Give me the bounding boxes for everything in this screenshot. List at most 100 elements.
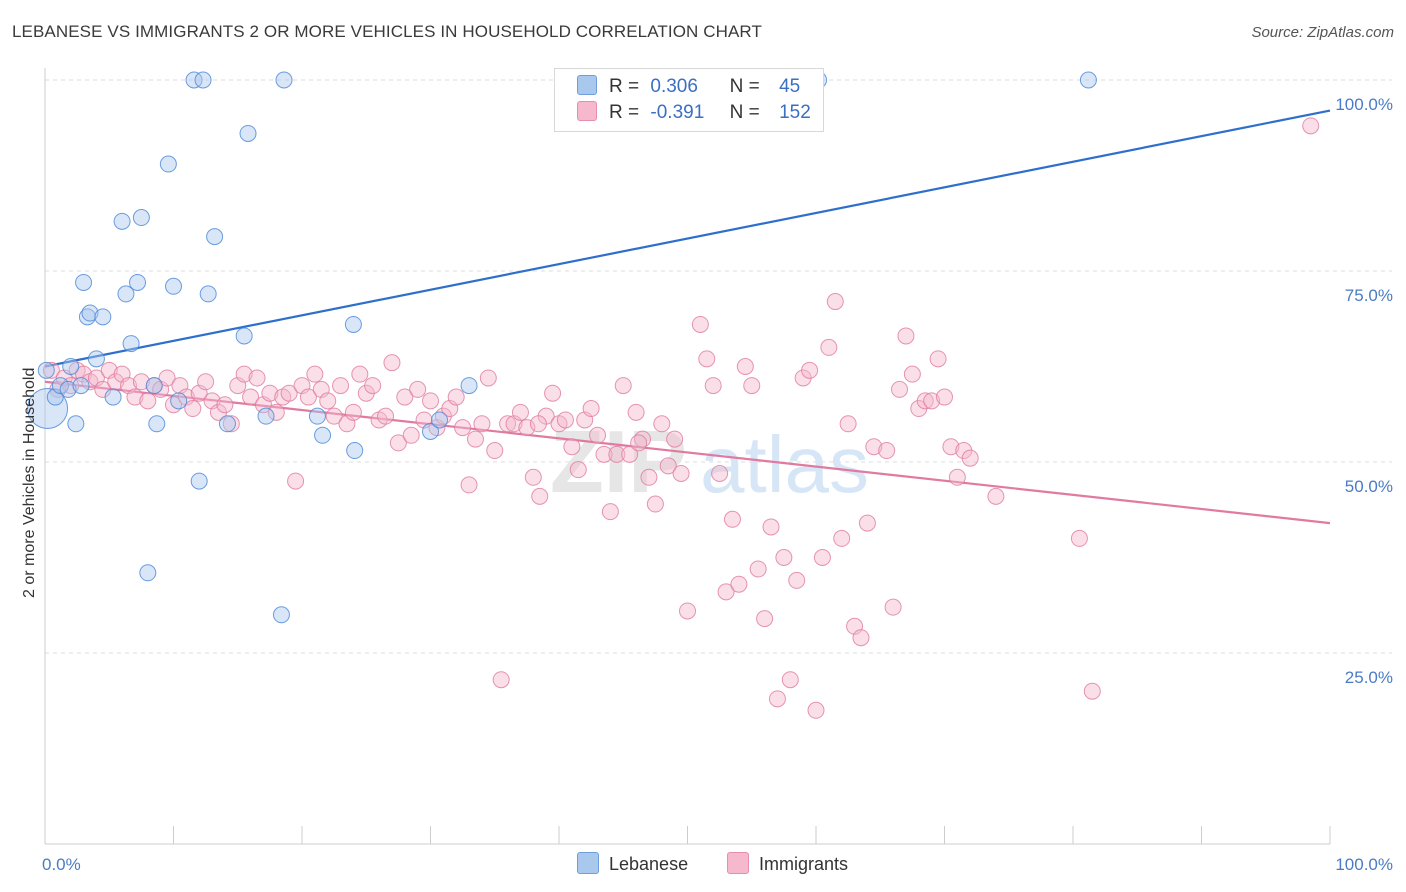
- immigrants-point-114: [781, 671, 799, 689]
- immigrants-point-109: [749, 560, 767, 578]
- lebanese-point-20: [148, 415, 166, 433]
- immigrants-point-64: [454, 419, 472, 437]
- immigrants-point-142: [987, 487, 1005, 505]
- immigrants-point-99: [679, 602, 696, 620]
- immigrants-point-145: [1302, 117, 1320, 135]
- y-tick-label-2: 75.0%: [1345, 286, 1393, 305]
- lebanese-point-37: [344, 315, 362, 333]
- immigrants-point-68: [479, 369, 497, 387]
- lebanese-point-36: [314, 426, 332, 444]
- immigrants-point-95: [653, 415, 671, 433]
- immigrants-point-91: [627, 403, 645, 421]
- lebanese-point-38: [346, 442, 364, 460]
- legend-r-label: R =: [609, 102, 640, 123]
- immigrants-point-73: [511, 403, 529, 421]
- immigrants-point-98: [672, 464, 690, 482]
- lebanese-point-23: [170, 392, 188, 410]
- immigrants-point-105: [723, 510, 741, 528]
- immigrants-point-141: [961, 449, 979, 467]
- immigrants-point-80: [556, 411, 574, 429]
- immigrants-trend-line: [44, 380, 1331, 525]
- immigrants-point-78: [544, 384, 562, 402]
- lebanese-point-24: [185, 71, 203, 89]
- immigrants-point-48: [351, 365, 369, 383]
- immigrants-point-144: [1083, 682, 1101, 700]
- immigrants-point-100: [691, 315, 709, 333]
- lebanese-point-0: [27, 388, 69, 430]
- immigrants-point-54: [389, 434, 407, 452]
- lebanese-point-39: [422, 422, 439, 440]
- legend-r-value: -0.391: [650, 102, 705, 123]
- lebanese-point-43: [1079, 71, 1097, 89]
- immigrants-point-40: [299, 388, 317, 406]
- immigrants-point-97: [666, 430, 684, 448]
- bottom-legend-immigrants: Immigrants: [727, 852, 848, 875]
- lebanese-point-26: [194, 71, 212, 89]
- immigrants-point-63: [447, 388, 465, 406]
- immigrants-point-85: [589, 426, 607, 444]
- lebanese-point-29: [218, 415, 236, 433]
- immigrants-point-57: [409, 380, 427, 398]
- y-axis-label: 2 or more Vehicles in Household: [21, 368, 38, 598]
- legend-r-label: R =: [609, 76, 640, 97]
- immigrants-point-122: [833, 529, 851, 547]
- lebanese-point-7: [75, 273, 93, 291]
- lebanese-point-34: [275, 71, 293, 89]
- legend-n-label: N =: [729, 102, 760, 123]
- immigrants-point-37: [280, 384, 298, 402]
- bottom-legend-lebanese: Lebanese: [577, 852, 688, 875]
- axes: [44, 68, 1331, 845]
- lebanese-point-13: [113, 212, 131, 230]
- immigrants-point-13: [126, 388, 144, 406]
- legend-n-label: N =: [729, 76, 760, 97]
- immigrants-point-121: [826, 293, 844, 311]
- lebanese-point-19: [145, 377, 163, 395]
- legend-n-value: 45: [779, 76, 801, 97]
- immigrants-point-118: [807, 701, 825, 719]
- immigrants-point-104: [717, 583, 735, 601]
- immigrants-point-14: [132, 373, 150, 391]
- immigrants-point-143: [1070, 529, 1088, 547]
- immigrants-point-75: [524, 468, 542, 486]
- immigrants-point-128: [878, 442, 896, 460]
- immigrants-point-41: [306, 365, 324, 383]
- immigrants-point-137: [936, 388, 953, 406]
- lebanese-point-12: [104, 388, 122, 406]
- lebanese-point-44: [37, 361, 55, 379]
- legend-n-value: 152: [779, 102, 811, 123]
- lebanese-point-27: [199, 285, 217, 303]
- immigrants-point-15: [139, 392, 157, 410]
- immigrants-point-93: [640, 468, 658, 486]
- immigrants-point-107: [736, 358, 754, 375]
- legend-row-immigrants: R = -0.391 N = 152: [577, 101, 811, 125]
- immigrants-point-88: [608, 445, 626, 463]
- immigrants-point-102: [704, 377, 722, 395]
- immigrants-point-132: [903, 365, 921, 383]
- watermark: ZIP: [550, 412, 687, 511]
- immigrants-point-147: [630, 434, 648, 452]
- immigrants-point-43: [319, 392, 337, 410]
- immigrants-point-96: [659, 457, 677, 475]
- lebanese-point-18: [139, 564, 157, 582]
- lebanese-point-15: [122, 335, 140, 353]
- immigrants-point-55: [396, 388, 414, 406]
- y-tick-label-0: 25.0%: [1345, 668, 1393, 687]
- lebanese-point-9: [81, 304, 99, 322]
- lebanese-point-21: [159, 155, 177, 173]
- immigrants-point-94: [646, 495, 664, 513]
- bottom-legend-label-lebanese: Lebanese: [609, 854, 689, 874]
- x-tick-label-0: 0.0%: [42, 855, 81, 874]
- immigrants-point-139: [948, 468, 966, 486]
- immigrants-point-71: [499, 415, 517, 433]
- legend-r-value: 0.306: [650, 76, 698, 97]
- immigrants-point-134: [916, 392, 934, 410]
- lebanese-point-11: [94, 308, 112, 326]
- y-tick-label-3: 100.0%: [1335, 95, 1393, 114]
- legend-row-lebanese: R = 0.306 N = 45: [577, 75, 800, 99]
- immigrants-point-50: [364, 377, 382, 395]
- lebanese-point-6: [72, 377, 90, 395]
- lebanese-point-3: [59, 380, 77, 398]
- lebanese-point-31: [239, 124, 257, 142]
- lebanese-point-14: [117, 285, 135, 303]
- immigrants-point-82: [569, 461, 587, 479]
